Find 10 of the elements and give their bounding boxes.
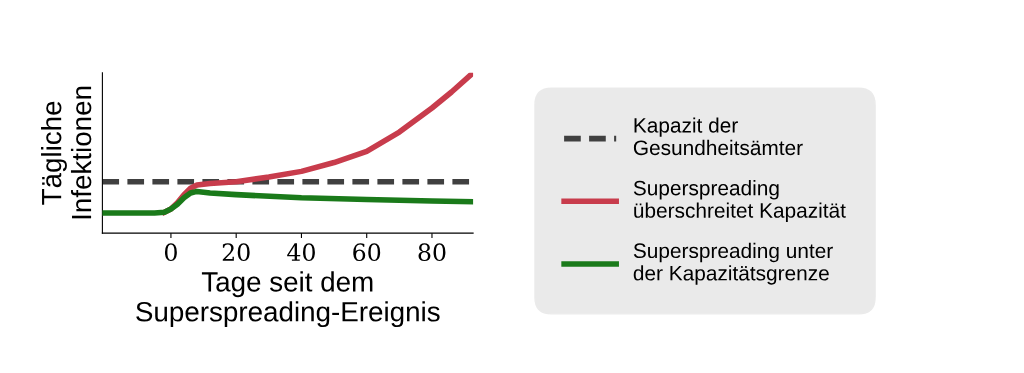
x-tick-label: 80 <box>418 243 446 262</box>
legend-label: Superspreading unter der Kapazitätsgrenze <box>633 242 833 285</box>
legend-label: Superspreading überschreitet Kapazität <box>633 180 846 222</box>
x-tick-label: 20 <box>222 243 250 262</box>
x-tick-label: 60 <box>353 243 381 262</box>
x-tick-label: 0 <box>164 243 177 262</box>
x-tick-label: 40 <box>287 243 315 262</box>
legend-label: Kapazit der Gesundheitsämter <box>633 117 803 156</box>
x-axis-title: Tage seit dem Superspreading-Ereignis <box>136 271 440 328</box>
y-axis-title: Tägliche Infektionen <box>41 86 92 219</box>
